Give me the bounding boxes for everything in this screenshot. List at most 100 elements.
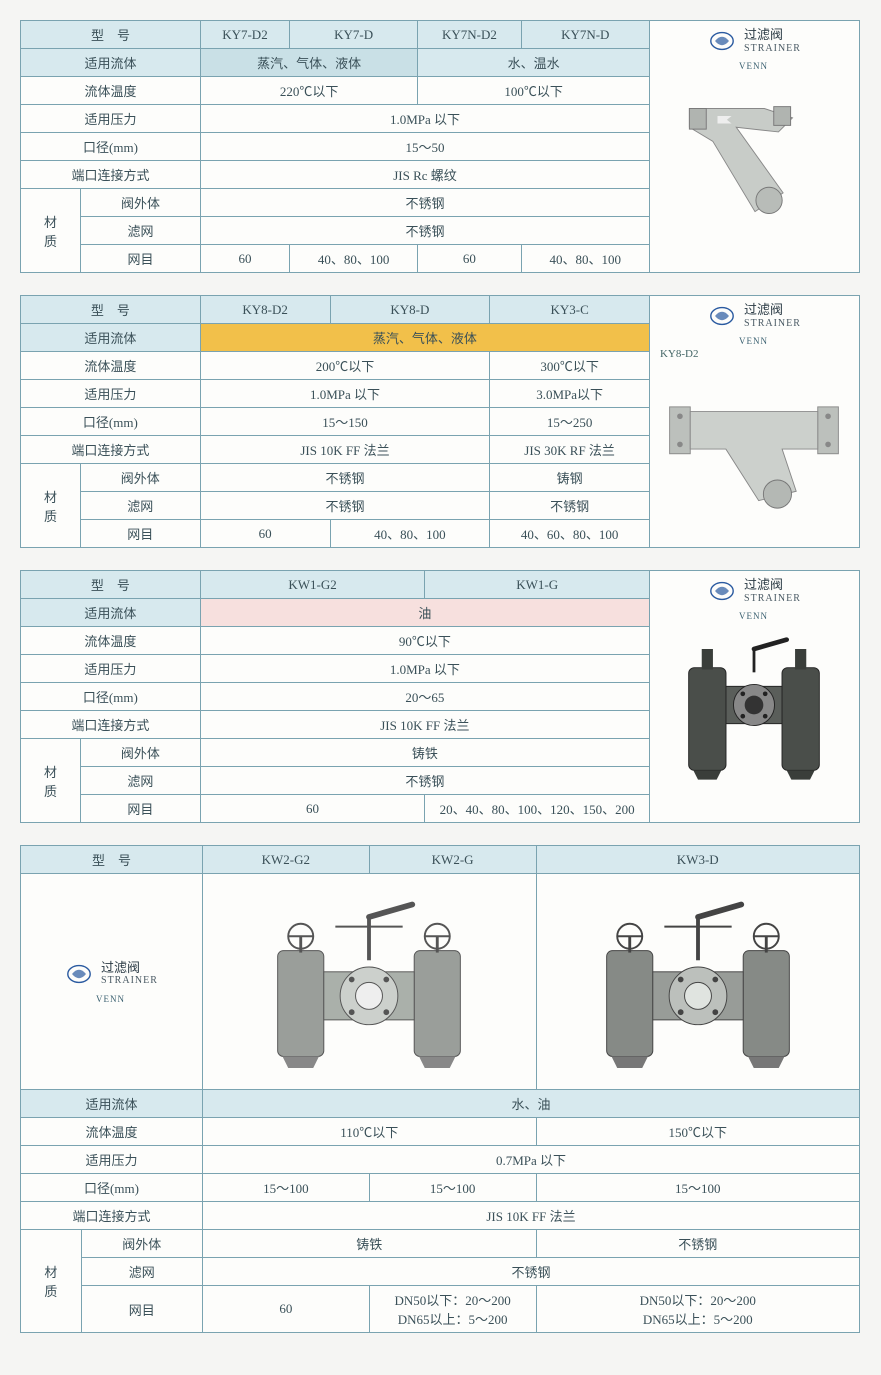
brand-name: VENN xyxy=(654,336,853,346)
label-mesh: 网目 xyxy=(81,1286,202,1333)
brand-block: 过滤阀 STRAINER xyxy=(656,577,853,605)
product-image-cell: 过滤阀 STRAINER VENN KY8-D2 xyxy=(649,296,859,548)
mesh-cell: 60 xyxy=(418,245,521,273)
brand-block: 过滤阀 STRAINER xyxy=(656,302,853,330)
model-cell: KW3-D xyxy=(536,846,860,874)
model-cell: KY7N-D2 xyxy=(418,21,521,49)
label-pressure: 适用压力 xyxy=(21,655,201,683)
product-image-cell: 过滤阀 STRAINER VENN xyxy=(650,21,860,273)
mesh-cell: 60 xyxy=(200,520,330,548)
model-cell: KW2-G xyxy=(369,846,536,874)
model-cell: KY3-C xyxy=(490,296,650,324)
label-screen: 滤网 xyxy=(80,492,200,520)
fluid-cell: 蒸汽、气体、液体 xyxy=(200,324,649,352)
model-cell: KY7-D2 xyxy=(201,21,290,49)
label-screen: 滤网 xyxy=(81,217,201,245)
end-cell: JIS 10K FF 法兰 xyxy=(200,436,490,464)
mesh-cell: 60 xyxy=(202,1286,369,1333)
screen-cell: 不锈钢 xyxy=(200,767,649,795)
label-bore: 口径(mm) xyxy=(21,408,201,436)
model-cell: KW2-G2 xyxy=(202,846,369,874)
brand-name: VENN xyxy=(654,611,853,621)
brand-name: VENN xyxy=(27,994,194,1004)
label-temp: 流体温度 xyxy=(21,77,201,105)
model-cell: KW1-G xyxy=(425,571,650,599)
end-cell: JIS Rc 螺纹 xyxy=(201,161,650,189)
pressure-cell: 3.0MPa以下 xyxy=(490,380,650,408)
pressure-cell: 0.7MPa 以下 xyxy=(202,1146,859,1174)
label-end: 端口连接方式 xyxy=(21,711,201,739)
mesh-cell: 60 xyxy=(201,245,290,273)
label-model: 型 号 xyxy=(21,296,201,324)
bore-cell: 15～250 xyxy=(490,408,650,436)
label-body: 阀外体 xyxy=(80,464,200,492)
body-cell: 不锈钢 xyxy=(201,189,650,217)
product-image xyxy=(244,882,494,1077)
end-cell: JIS 10K FF 法兰 xyxy=(202,1202,859,1230)
screen-cell: 不锈钢 xyxy=(201,217,650,245)
spec-table-3: 型 号 KW1-G2 KW1-G 过滤阀 STRAINER VENN xyxy=(20,570,860,823)
label-bore: 口径(mm) xyxy=(21,133,201,161)
brand-block: 过滤阀 STRAINER xyxy=(656,27,853,55)
brand-cell: 过滤阀 STRAINER VENN xyxy=(21,874,203,1090)
screen-cell: 不锈钢 xyxy=(202,1258,859,1286)
bore-cell: 20～65 xyxy=(200,683,649,711)
label-bore: 口径(mm) xyxy=(21,1174,203,1202)
body-cell: 不锈钢 xyxy=(536,1230,860,1258)
label-screen: 滤网 xyxy=(80,767,200,795)
venn-logo-icon xyxy=(708,27,736,55)
label-fluid: 适用流体 xyxy=(21,599,201,627)
label-end: 端口连接方式 xyxy=(21,436,201,464)
screen-cell: 不锈钢 xyxy=(490,492,650,520)
label-body: 阀外体 xyxy=(80,739,200,767)
venn-logo-icon xyxy=(708,302,736,330)
venn-logo-icon xyxy=(708,577,736,605)
venn-logo-icon xyxy=(65,960,93,988)
mesh-cell: DN50以下：20～200 DN65以上：5～200 xyxy=(536,1286,860,1333)
end-cell: JIS 30K RF 法兰 xyxy=(490,436,650,464)
brand-product-en: STRAINER xyxy=(101,975,158,986)
label-model: 型 号 xyxy=(21,571,201,599)
temp-cell: 300℃以下 xyxy=(490,352,650,380)
body-cell: 铸铁 xyxy=(200,739,649,767)
label-fluid: 适用流体 xyxy=(21,1090,203,1118)
pressure-cell: 1.0MPa 以下 xyxy=(200,380,490,408)
spec-table-4: 型 号 KW2-G2 KW2-G KW3-D 过滤阀 STRAINER VENN xyxy=(20,845,860,1333)
product-image-cell xyxy=(536,874,860,1090)
product-image-cell: 过滤阀 STRAINER VENN xyxy=(649,571,859,823)
mesh-cell: 40、80、100 xyxy=(521,245,649,273)
label-temp: 流体温度 xyxy=(21,627,201,655)
pressure-cell: 1.0MPa 以下 xyxy=(201,105,650,133)
brand-product-en: STRAINER xyxy=(744,318,801,329)
bore-cell: 15～150 xyxy=(200,408,490,436)
label-material: 材 质 xyxy=(21,464,81,548)
pressure-cell: 1.0MPa 以下 xyxy=(200,655,649,683)
model-cell: KY7N-D xyxy=(521,21,649,49)
model-cell: KW1-G2 xyxy=(200,571,425,599)
label-material: 材 质 xyxy=(21,189,81,273)
label-screen: 滤网 xyxy=(81,1258,202,1286)
label-model: 型 号 xyxy=(21,21,201,49)
bore-cell: 15～100 xyxy=(536,1174,860,1202)
label-pressure: 适用压力 xyxy=(21,105,201,133)
product-image xyxy=(573,882,823,1077)
label-mesh: 网目 xyxy=(80,795,200,823)
brand-product-en: STRAINER xyxy=(744,43,801,54)
label-body: 阀外体 xyxy=(81,1230,202,1258)
spec-table-2: 型 号 KY8-D2 KY8-D KY3-C 过滤阀 STRAINER VENN… xyxy=(20,295,860,548)
temp-cell: 90℃以下 xyxy=(200,627,649,655)
product-image xyxy=(656,71,853,221)
model-cell: KY8-D2 xyxy=(200,296,330,324)
product-image xyxy=(656,621,853,789)
label-material: 材 质 xyxy=(21,1230,82,1333)
brand-product-en: STRAINER xyxy=(744,593,801,604)
label-pressure: 适用压力 xyxy=(21,380,201,408)
label-bore: 口径(mm) xyxy=(21,683,201,711)
brand-product-cn: 过滤阀 xyxy=(101,961,140,975)
temp-cell: 100℃以下 xyxy=(418,77,650,105)
product-image-cell xyxy=(202,874,536,1090)
label-end: 端口连接方式 xyxy=(21,1202,203,1230)
body-cell: 铸钢 xyxy=(490,464,650,492)
brand-name: VENN xyxy=(654,61,853,71)
mesh-cell: 40、80、100 xyxy=(330,520,490,548)
